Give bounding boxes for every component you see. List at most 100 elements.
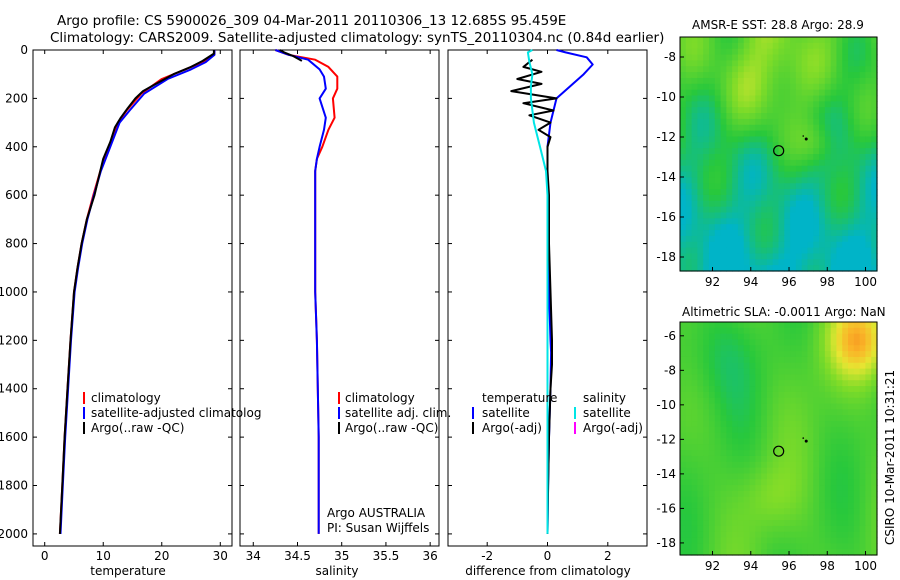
heatmap-cell <box>761 72 768 79</box>
heatmap-cell <box>737 235 745 243</box>
heatmap-cell <box>795 397 803 405</box>
heatmap-cell <box>703 235 710 243</box>
heatmap-cell <box>685 467 693 475</box>
heatmap-cell <box>772 118 780 126</box>
heatmap-cell <box>714 66 722 73</box>
heatmap-cell <box>726 118 733 126</box>
heatmap-cell <box>755 537 762 544</box>
heatmap-cell <box>801 327 809 335</box>
heatmap-cell <box>708 148 716 155</box>
heatmap-cell <box>842 154 849 161</box>
heatmap-cell <box>755 374 762 381</box>
heatmap-cell <box>859 60 867 67</box>
heatmap-cell <box>795 479 803 486</box>
heatmap-cell <box>726 432 733 440</box>
heatmap-cell <box>842 113 849 120</box>
heatmap-cell <box>807 502 814 509</box>
heatmap-cell <box>824 345 832 352</box>
heatmap-cell <box>685 461 693 469</box>
heatmap-cell <box>737 183 745 190</box>
heatmap-cell <box>749 218 756 225</box>
heatmap-cell <box>865 177 872 184</box>
heatmap-cell <box>680 148 687 155</box>
heatmap-cell <box>755 72 762 79</box>
heatmap-cell <box>853 101 861 108</box>
heatmap-cell <box>848 525 855 533</box>
heatmap-cell <box>848 136 855 143</box>
heatmap-cell <box>848 265 855 272</box>
heatmap-cell <box>865 327 872 335</box>
heatmap-cell <box>772 403 780 410</box>
heatmap-cell <box>819 142 826 149</box>
heatmap-cell <box>749 165 756 173</box>
heatmap-cell <box>766 386 774 393</box>
heatmap-cell <box>801 549 809 556</box>
heatmap-cell <box>859 148 867 155</box>
heatmap-cell <box>795 351 803 358</box>
heatmap-cell <box>685 253 693 260</box>
heatmap-cell <box>761 409 768 416</box>
heatmap-cell <box>761 549 768 556</box>
heatmap-cell <box>726 351 733 358</box>
heatmap-cell <box>743 345 751 352</box>
heatmap-cell <box>714 426 722 434</box>
heatmap-cell <box>772 508 780 515</box>
heatmap-cell <box>703 224 710 231</box>
heatmap-cell <box>830 183 838 190</box>
argo-track-point <box>804 439 808 443</box>
heatmap-cell <box>865 194 872 202</box>
heatmap-cell <box>685 142 693 149</box>
heatmap-cell <box>784 496 791 504</box>
heatmap-cell <box>813 479 820 486</box>
heatmap-cell <box>708 421 716 428</box>
heatmap-cell <box>732 502 739 509</box>
heatmap-cell <box>766 345 774 352</box>
heatmap-cell <box>871 148 878 155</box>
heatmap-cell <box>703 130 710 138</box>
heatmap-cell <box>737 351 745 358</box>
heatmap-cell <box>755 339 762 346</box>
heatmap-cell <box>778 142 785 149</box>
heatmap-cell <box>685 148 693 155</box>
heatmap-cell <box>766 194 774 202</box>
heatmap-cell <box>790 461 797 469</box>
heatmap-cell <box>778 241 785 249</box>
heatmap-cell <box>761 189 768 196</box>
heatmap-cell <box>784 66 791 73</box>
heatmap-cell <box>790 183 797 190</box>
heatmap-cell <box>680 118 687 126</box>
heatmap-cell <box>708 165 716 173</box>
heatmap-cell <box>842 124 849 132</box>
heatmap-cell <box>714 37 722 44</box>
heatmap-cell <box>807 397 814 405</box>
heatmap-cell <box>778 374 785 381</box>
heatmap-cell <box>761 241 768 249</box>
heatmap-cell <box>737 502 745 509</box>
heatmap-cell <box>714 165 722 173</box>
heatmap-cell <box>755 322 762 329</box>
heatmap-cell <box>830 177 838 184</box>
heatmap-cell <box>836 224 843 231</box>
heatmap-cell <box>836 194 843 202</box>
heatmap-cell <box>766 241 774 249</box>
heatmap-cell <box>708 200 716 208</box>
heatmap-cell <box>784 265 791 272</box>
heatmap-cell <box>784 450 791 457</box>
y-tick-label: 200 <box>5 91 28 105</box>
heatmap-cell <box>795 171 803 178</box>
heatmap-cell <box>685 438 693 445</box>
heatmap-cell <box>848 241 855 249</box>
heatmap-cell <box>737 467 745 475</box>
y-tick-label: 1800 <box>0 479 28 493</box>
heatmap-cell <box>790 339 797 346</box>
heatmap-cell <box>720 502 727 509</box>
heatmap-cell <box>726 42 733 50</box>
heatmap-cell <box>795 159 803 167</box>
heatmap-cell <box>766 479 774 486</box>
heatmap-cell <box>685 409 693 416</box>
heatmap-cell <box>836 386 843 393</box>
heatmap-cell <box>807 159 814 167</box>
heatmap-cell <box>708 224 716 231</box>
heatmap-cell <box>790 159 797 167</box>
